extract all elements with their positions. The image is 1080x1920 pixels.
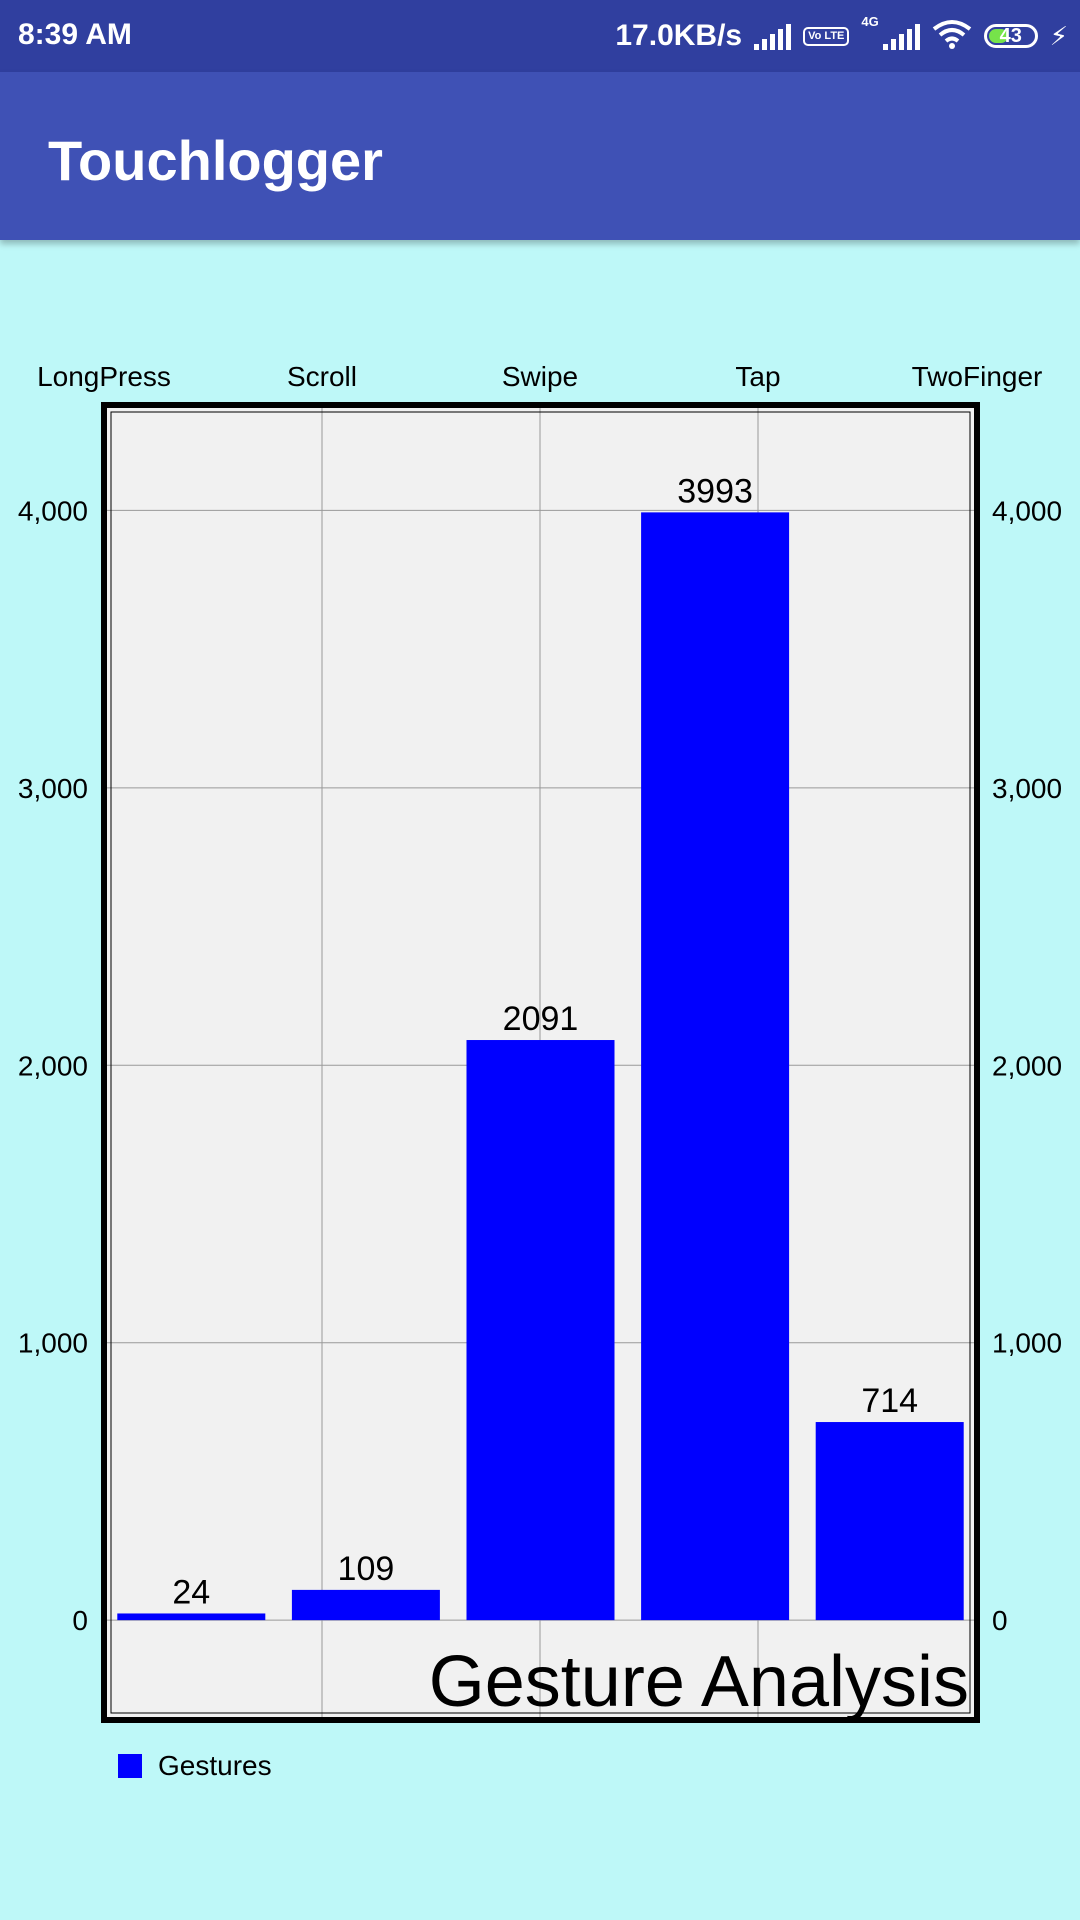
status-bar: 8:39 AM 17.0KB/s Vo LTE 4G 43 ⚡ (0, 0, 1080, 72)
signal-strength-4g-icon (882, 22, 920, 50)
status-time: 8:39 AM (18, 18, 132, 51)
plot-frame (101, 402, 980, 1723)
network-speed: 17.0KB/s (615, 19, 743, 52)
y-tick-label-left: 1,000 (18, 1328, 88, 1359)
charging-icon: ⚡ (1049, 20, 1068, 51)
y-tick-label-left: 4,000 (18, 495, 88, 526)
y-tick-label-right: 0 (992, 1605, 1008, 1636)
bar-chart: 0 0 1,000 1,000 2,000 2,000 3,000 3,000 4,000 4,0… (18, 361, 1062, 1723)
y-tick-label-left: 2,000 (18, 1050, 88, 1081)
app-title: Touchlogger (48, 129, 383, 192)
legend-swatch (118, 1754, 142, 1778)
gesture-chart: 0 0 1,000 1,000 2,000 2,000 3,000 3,000 4,000 4,0… (0, 240, 1080, 1920)
data-label: 714 (861, 1382, 918, 1420)
network-type-label: 4G (861, 14, 879, 29)
category-label: LongPress (37, 361, 171, 392)
app-bar: Touchlogger (0, 72, 1080, 240)
plot-inner-frame (110, 411, 971, 1714)
battery-level (988, 29, 1008, 43)
bar (466, 1040, 615, 1621)
category-label: Tap (735, 361, 780, 392)
wifi-icon (932, 19, 972, 54)
battery-icon: 43 (983, 24, 1038, 48)
bar (641, 512, 790, 1621)
y-tick-label-left: 3,000 (18, 773, 88, 804)
chart-legend: Gestures (118, 1750, 272, 1782)
y-tick-label-right: 4,000 (992, 495, 1062, 526)
data-label: 24 (172, 1573, 210, 1611)
volte-icon: Vo LTE (803, 26, 850, 46)
signal-strength-icon (754, 22, 792, 50)
y-tick-label-right: 3,000 (992, 773, 1062, 804)
bar (291, 1589, 440, 1621)
category-label: Scroll (287, 361, 357, 392)
battery-percent: 43 (999, 24, 1022, 47)
data-label: 109 (338, 1550, 395, 1588)
bar (117, 1613, 266, 1621)
status-icons: 17.0KB/s Vo LTE 4G 43 ⚡ (615, 14, 1068, 58)
data-label: 3993 (677, 472, 753, 510)
bar (815, 1422, 964, 1621)
legend-label: Gestures (158, 1750, 272, 1781)
y-tick-label-right: 2,000 (992, 1050, 1062, 1081)
y-tick-label-right: 1,000 (992, 1328, 1062, 1359)
chart-title: Gesture Analysis (429, 1642, 969, 1722)
category-label: Swipe (502, 361, 578, 392)
y-tick-label-left: 0 (72, 1605, 88, 1636)
category-label: TwoFinger (912, 361, 1043, 392)
data-label: 2091 (503, 1000, 579, 1038)
